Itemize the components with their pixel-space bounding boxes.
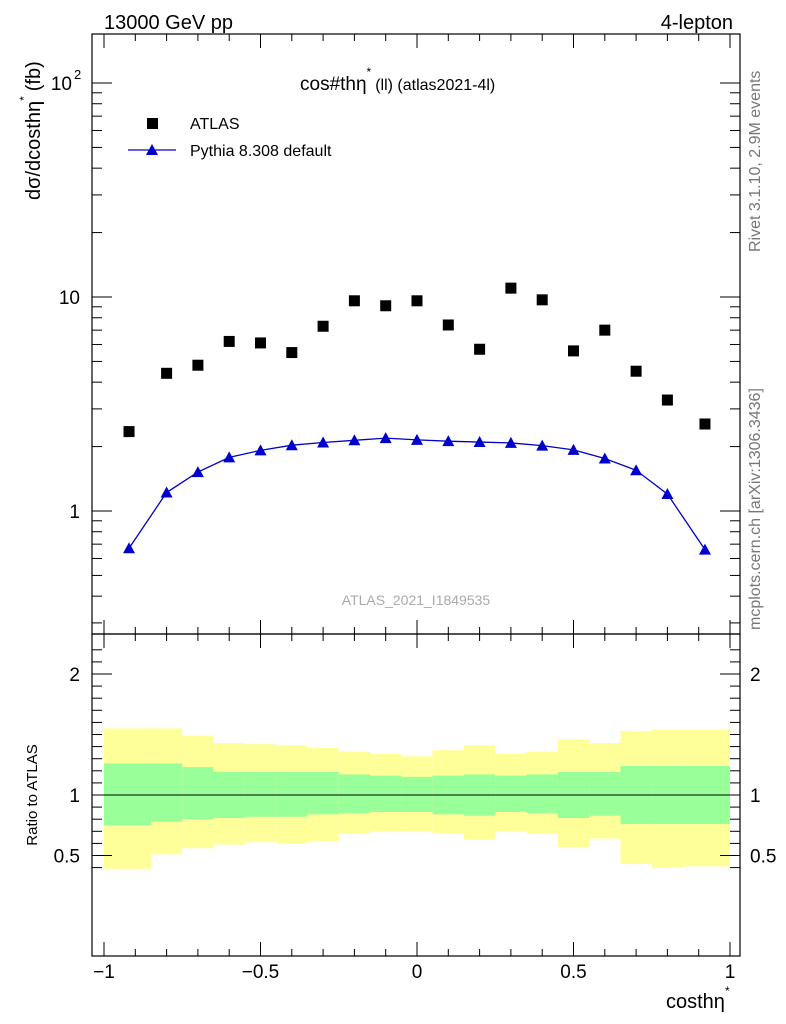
atlas-point xyxy=(630,365,642,377)
analysis-watermark: ATLAS_2021_I1849535 xyxy=(342,592,491,608)
ratio-band-1-bin-9 xyxy=(401,776,433,812)
x-axis-label-sup: * xyxy=(725,984,730,998)
main-y-tick-label: 10 xyxy=(51,74,72,95)
ratio-band-1-bin-15 xyxy=(589,772,621,816)
atlas-point xyxy=(505,282,517,294)
process-label: 4-lepton xyxy=(661,12,733,34)
main-y-axis-label: dσ/dcosthη* (fb) xyxy=(17,61,45,200)
x-tick-label: 0 xyxy=(412,962,423,983)
legend-atlas-marker xyxy=(147,118,158,129)
atlas-point xyxy=(599,324,611,336)
atlas-point xyxy=(255,337,266,349)
ratio-band-1-bin-8 xyxy=(370,775,402,812)
ratio-band-1-bin-6 xyxy=(307,772,339,815)
pythia-point xyxy=(661,488,674,500)
pythia-point xyxy=(504,436,517,448)
x-axis-label-main: costhη xyxy=(666,991,725,1013)
pythia-point xyxy=(698,543,711,555)
ratio-band-1-bin-1 xyxy=(150,763,183,822)
atlas-point xyxy=(223,335,235,347)
pythia-point xyxy=(567,443,580,455)
ratio-y-tick-label-left: 2 xyxy=(69,665,80,686)
atlas-point xyxy=(536,294,548,306)
atlas-point xyxy=(442,319,454,331)
plot-title: cos#thη*(ll) (atlas2021-4l) xyxy=(300,65,495,95)
ratio-band-1-bin-0 xyxy=(104,763,151,826)
x-tick-label: −0.5 xyxy=(242,962,280,983)
pythia-point xyxy=(379,432,392,444)
pythia-point xyxy=(223,451,236,463)
atlas-point xyxy=(286,347,298,359)
mcplots-reference-text: mcplots.cern.ch [arXiv:1306.3436] xyxy=(747,388,764,630)
atlas-point xyxy=(474,343,486,355)
ratio-band-1-bin-7 xyxy=(338,774,371,814)
atlas-point xyxy=(161,367,173,379)
ratio-y-tick-label-left: 0.5 xyxy=(54,847,80,868)
rivet-version-text: Rivet 3.1.10, 2.9M events xyxy=(747,71,764,252)
pythia-point xyxy=(598,452,611,464)
ratio-uncertainty-bands xyxy=(104,728,730,869)
main-series xyxy=(123,282,711,555)
atlas-point xyxy=(661,394,673,406)
pythia-point xyxy=(536,439,549,451)
pythia-line xyxy=(128,437,706,550)
pythia-point xyxy=(348,434,361,446)
pythia-point xyxy=(285,439,298,451)
ratio-y-axis-label: Ratio to ATLAS xyxy=(24,744,41,845)
atlas-point xyxy=(568,345,579,357)
pythia-point xyxy=(411,433,423,445)
ratio-band-1-bin-13 xyxy=(526,774,558,814)
atlas-point xyxy=(699,418,711,430)
main-y-tick-label: 10 xyxy=(59,288,80,309)
plot-title-main: cos#thη xyxy=(300,74,367,95)
ratio-band-1-bin-12 xyxy=(495,775,527,812)
atlas-point xyxy=(348,295,360,307)
pythia-point xyxy=(442,435,455,447)
pythia-point xyxy=(317,436,330,448)
pythia-point xyxy=(160,486,173,498)
legend: ATLAS Pythia 8.308 default xyxy=(128,116,332,160)
legend-pythia-label: Pythia 8.308 default xyxy=(190,143,332,160)
main-y-tick-label: 1 xyxy=(69,502,80,523)
atlas-point xyxy=(380,300,392,312)
main-y-axis-label-rest: (fb) xyxy=(23,61,45,91)
plot-title-sup: * xyxy=(367,65,372,79)
x-tick-label: −1 xyxy=(93,962,115,983)
legend-pythia-marker xyxy=(146,144,158,155)
ratio-y-tick-label-right: 0.5 xyxy=(750,847,776,868)
pythia-point xyxy=(254,444,267,456)
atlas-point xyxy=(411,295,423,307)
plot-title-rest: (ll) (atlas2021-4l) xyxy=(375,77,495,94)
legend-atlas-label: ATLAS xyxy=(190,116,240,133)
atlas-point xyxy=(192,359,204,371)
x-axis-label: costhη* xyxy=(666,984,730,1013)
ratio-y-tick-label-right: 2 xyxy=(750,665,761,686)
ratio-y-tick-label-right: 1 xyxy=(750,786,761,807)
ratio-y-tick-label-left: 1 xyxy=(69,786,80,807)
x-tick-label: 1 xyxy=(725,962,736,983)
ratio-band-1-bin-5 xyxy=(276,772,308,817)
atlas-point xyxy=(123,426,135,438)
main-y-axis-label-sup: * xyxy=(17,96,31,101)
energy-label: 13000 GeV pp xyxy=(104,12,233,34)
x-tick-label: 0.5 xyxy=(560,962,586,983)
ratio-band-1-bin-2 xyxy=(182,767,214,820)
atlas-point xyxy=(317,320,329,332)
main-y-tick-label-exponent: 2 xyxy=(74,67,81,82)
ratio-band-1-bin-4 xyxy=(244,772,277,817)
pythia-point xyxy=(123,542,136,554)
pythia-point xyxy=(630,464,643,476)
pythia-point xyxy=(191,466,204,478)
pythia-point xyxy=(473,436,486,448)
main-y-axis-label-main: dσ/dcosthη xyxy=(23,101,45,200)
